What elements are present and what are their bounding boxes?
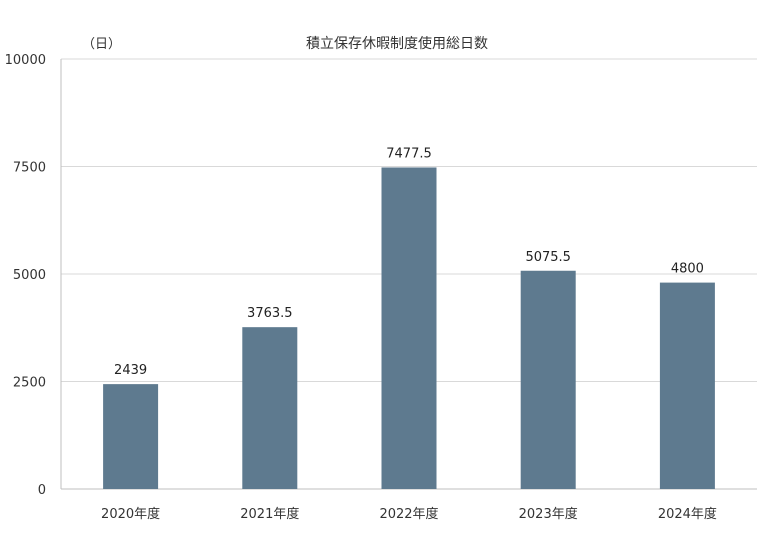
data-labels: 2439 3763.5 7477.5 5075.5 4800 bbox=[114, 146, 704, 378]
bar bbox=[381, 167, 437, 489]
y-tick-label: 0 bbox=[38, 483, 46, 498]
y-tick-label: 2500 bbox=[13, 376, 46, 391]
bar bbox=[520, 270, 576, 489]
y-tick-label: 5000 bbox=[13, 268, 46, 283]
y-tick-labels: 0 2500 5000 7500 10000 bbox=[5, 53, 46, 498]
data-label: 2439 bbox=[114, 363, 147, 378]
unit-label: （日） bbox=[82, 37, 121, 52]
data-label: 3763.5 bbox=[247, 306, 293, 321]
data-label: 4800 bbox=[671, 262, 704, 277]
y-tick-label: 10000 bbox=[5, 53, 46, 68]
bars bbox=[103, 167, 715, 489]
x-tick-label: 2023年度 bbox=[519, 506, 578, 522]
data-label: 7477.5 bbox=[386, 146, 432, 161]
x-tick-label: 2022年度 bbox=[379, 506, 438, 522]
x-tick-label: 2020年度 bbox=[101, 506, 160, 522]
y-tick-label: 7500 bbox=[13, 161, 46, 176]
bar bbox=[103, 384, 159, 489]
bar bbox=[242, 327, 298, 489]
chart-title: 積立保存休暇制度使用総日数 bbox=[306, 35, 488, 52]
bar bbox=[659, 282, 715, 489]
data-label: 5075.5 bbox=[525, 250, 571, 265]
x-tick-labels: 2020年度 2021年度 2022年度 2023年度 2024年度 bbox=[101, 506, 717, 522]
x-tick-label: 2021年度 bbox=[240, 506, 299, 522]
x-tick-label: 2024年度 bbox=[658, 506, 717, 522]
